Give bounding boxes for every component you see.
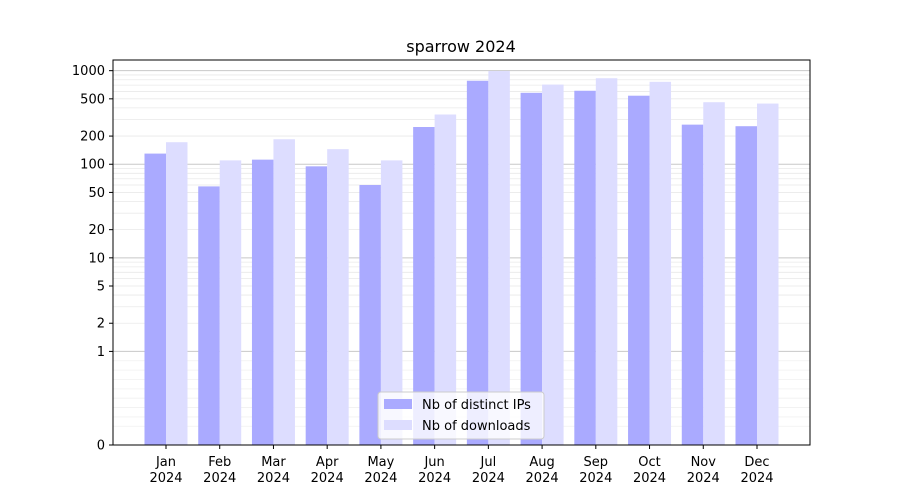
y-tick-label: 0: [97, 439, 105, 454]
x-tick-label: May: [367, 455, 394, 470]
bar-downloads: [166, 142, 188, 445]
y-tick-label: 100: [80, 158, 105, 173]
x-tick-label: Oct: [638, 455, 660, 470]
y-tick-label: 1000: [72, 64, 105, 79]
x-tick-label-year: 2024: [472, 471, 505, 486]
legend-swatch: [384, 399, 412, 409]
plot-frame: [112, 59, 811, 446]
x-tick-label-year: 2024: [149, 471, 182, 486]
bar-distinct-ips: [735, 126, 757, 445]
legend-box: [377, 391, 545, 440]
bar-distinct-ips: [413, 127, 435, 445]
chart-title: sparrow 2024: [406, 37, 516, 56]
y-tick-label: 200: [80, 130, 105, 145]
x-tick-label: Jan: [155, 455, 176, 470]
bar-downloads: [219, 160, 242, 445]
bar-distinct-ips: [681, 124, 704, 445]
legend-label: Nb of downloads: [422, 419, 531, 434]
x-tick-label-year: 2024: [203, 471, 236, 486]
legend-label: Nb of distinct IPs: [422, 398, 531, 413]
bar-downloads: [703, 102, 725, 446]
y-tick-label: 10: [88, 251, 105, 266]
y-tick-label: 500: [80, 92, 105, 107]
x-tick-label: Mar: [261, 455, 286, 470]
bar-distinct-ips: [520, 92, 543, 446]
x-tick-label: Aug: [529, 455, 554, 470]
x-tick-label-year: 2024: [687, 471, 720, 486]
bar-downloads: [380, 160, 403, 445]
x-tick-label: Nov: [691, 455, 717, 470]
bars: [144, 71, 779, 446]
bar-downloads: [488, 71, 510, 445]
bar-downloads: [649, 81, 672, 445]
bar-distinct-ips: [305, 166, 328, 445]
bar-downloads: [327, 149, 349, 445]
x-tick-label-year: 2024: [311, 471, 344, 486]
bar-distinct-ips: [251, 159, 274, 445]
bar-distinct-ips: [574, 90, 596, 446]
bar-distinct-ips: [144, 153, 166, 446]
bar-downloads: [542, 84, 564, 445]
bar-downloads: [434, 114, 457, 445]
x-tick-label-year: 2024: [633, 471, 666, 486]
x-tick-label-year: 2024: [579, 471, 612, 486]
bar-distinct-ips: [198, 186, 220, 445]
x-axis: Jan2024Feb2024Mar2024Apr2024May2024Jun20…: [149, 445, 774, 486]
bar-distinct-ips: [359, 185, 381, 445]
legend-swatch: [384, 420, 412, 430]
y-tick-label: 50: [88, 186, 105, 201]
x-tick-label: Dec: [744, 455, 769, 470]
bar-downloads: [757, 103, 779, 446]
x-tick-label: Jun: [423, 455, 444, 470]
x-tick-label: Sep: [584, 455, 609, 470]
y-tick-label: 2: [97, 317, 105, 332]
bar-downloads: [273, 139, 295, 445]
y-tick-label: 20: [88, 223, 105, 238]
bar-distinct-ips: [466, 80, 489, 445]
x-tick-label: Apr: [316, 455, 339, 470]
bar-downloads: [595, 78, 618, 446]
x-tick-label-year: 2024: [418, 471, 451, 486]
legend: Nb of distinct IPs Nb of downloads: [377, 391, 545, 440]
x-tick-label-year: 2024: [740, 471, 773, 486]
x-tick-label-year: 2024: [526, 471, 559, 486]
bar-distinct-ips: [628, 95, 650, 445]
y-axis: 0 1 2 5 10 20 50 100 200 500 1000: [72, 64, 113, 454]
y-tick-label: 1: [97, 345, 105, 360]
x-tick-label: Jul: [480, 455, 497, 470]
y-tick-label: 5: [97, 280, 105, 295]
x-tick-label: Feb: [208, 455, 231, 470]
x-tick-label-year: 2024: [364, 471, 397, 486]
x-tick-label-year: 2024: [257, 471, 290, 486]
